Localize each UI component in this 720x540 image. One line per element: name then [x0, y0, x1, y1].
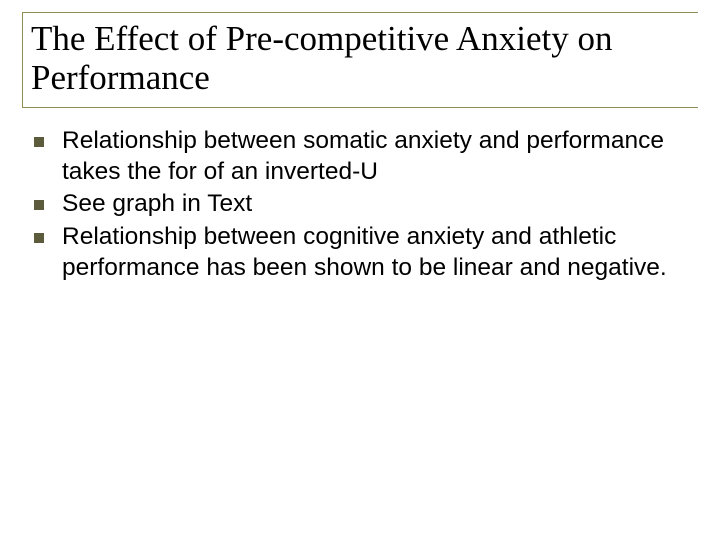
bullet-icon	[34, 137, 44, 147]
list-item: See graph in Text	[34, 189, 684, 220]
list-item-text: Relationship between somatic anxiety and…	[62, 126, 684, 187]
list-item-text: Relationship between cognitive anxiety a…	[62, 222, 684, 283]
list-item: Relationship between cognitive anxiety a…	[34, 222, 684, 283]
slide-title: The Effect of Pre-competitive Anxiety on…	[27, 19, 698, 97]
title-container: The Effect of Pre-competitive Anxiety on…	[22, 12, 698, 108]
list-item: Relationship between somatic anxiety and…	[34, 126, 684, 187]
slide: The Effect of Pre-competitive Anxiety on…	[0, 0, 720, 540]
bullet-icon	[34, 200, 44, 210]
list-item-text: See graph in Text	[62, 189, 252, 220]
bullet-icon	[34, 233, 44, 243]
slide-body: Relationship between somatic anxiety and…	[34, 126, 684, 285]
